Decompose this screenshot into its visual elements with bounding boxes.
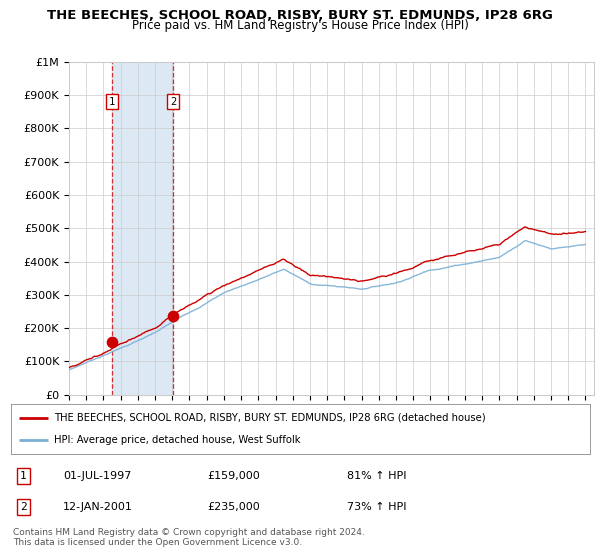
Text: 12-JAN-2001: 12-JAN-2001 <box>63 502 133 512</box>
Point <box>168 312 178 321</box>
Text: £235,000: £235,000 <box>208 502 260 512</box>
Text: 81% ↑ HPI: 81% ↑ HPI <box>347 471 406 481</box>
Text: Contains HM Land Registry data © Crown copyright and database right 2024.
This d: Contains HM Land Registry data © Crown c… <box>13 528 365 547</box>
Text: 73% ↑ HPI: 73% ↑ HPI <box>347 502 406 512</box>
Text: THE BEECHES, SCHOOL ROAD, RISBY, BURY ST. EDMUNDS, IP28 6RG: THE BEECHES, SCHOOL ROAD, RISBY, BURY ST… <box>47 9 553 22</box>
Text: THE BEECHES, SCHOOL ROAD, RISBY, BURY ST. EDMUNDS, IP28 6RG (detached house): THE BEECHES, SCHOOL ROAD, RISBY, BURY ST… <box>54 413 486 423</box>
Point <box>107 337 117 346</box>
Text: Price paid vs. HM Land Registry's House Price Index (HPI): Price paid vs. HM Land Registry's House … <box>131 19 469 32</box>
Text: 2: 2 <box>170 96 176 106</box>
Text: 1: 1 <box>20 471 27 481</box>
Text: £159,000: £159,000 <box>208 471 260 481</box>
Text: 1: 1 <box>109 96 115 106</box>
Text: HPI: Average price, detached house, West Suffolk: HPI: Average price, detached house, West… <box>54 435 301 445</box>
Text: 2: 2 <box>20 502 27 512</box>
Bar <box>112 62 173 395</box>
Text: 01-JUL-1997: 01-JUL-1997 <box>63 471 131 481</box>
